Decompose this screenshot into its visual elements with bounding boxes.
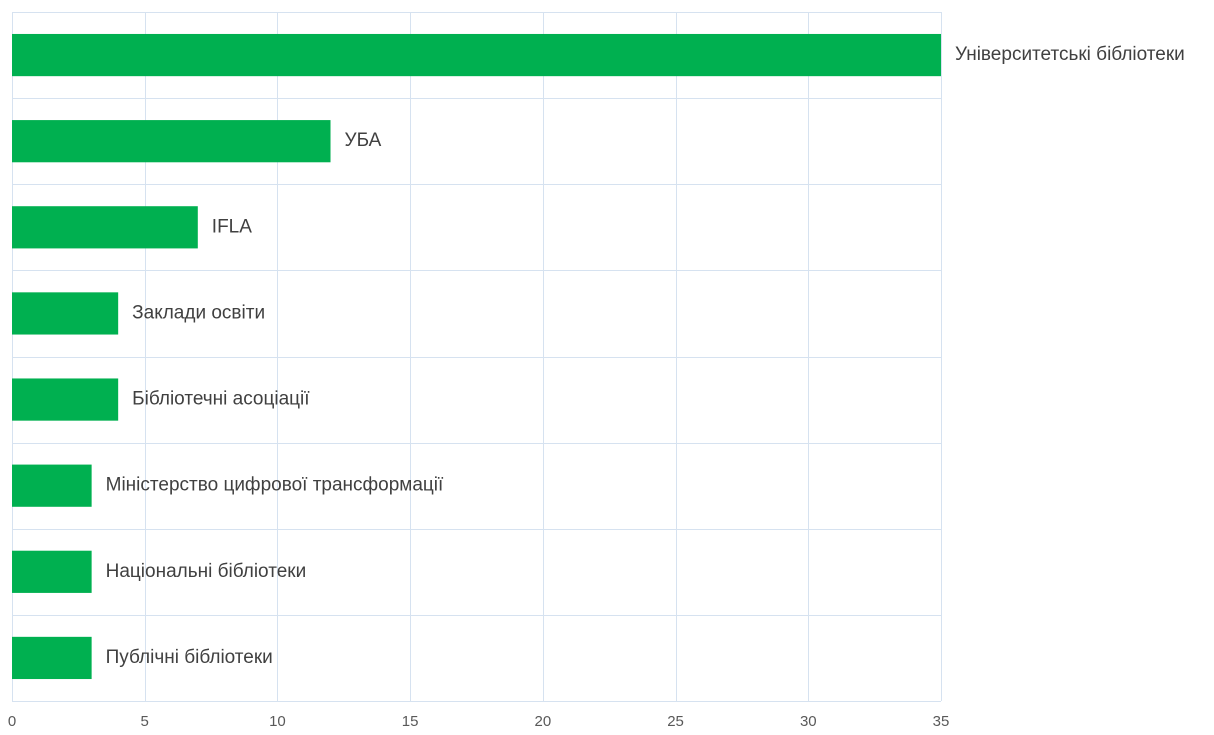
bar-label-5: Міністерство цифрової трансформації [106, 475, 444, 496]
x-tick-label-0: 0 [8, 713, 16, 730]
bar-4 [12, 378, 119, 421]
bar-0 [12, 33, 941, 77]
bars [12, 33, 941, 680]
x-axis-ticks: 0 5 10 15 20 25 30 35 [8, 713, 950, 730]
bar-label-0: Університетські бібліотеки [955, 44, 1185, 65]
x-tick-label-3: 15 [402, 713, 419, 730]
x-tick-label-1: 5 [141, 713, 149, 730]
bar-label-3: Заклади освіти [132, 302, 265, 323]
bar-7 [12, 636, 92, 680]
bar-6 [12, 550, 92, 593]
bar-5 [12, 464, 92, 507]
bar-3 [12, 292, 119, 335]
x-tick-label-4: 20 [535, 713, 552, 730]
bar-label-7: Публічні бібліотеки [106, 647, 273, 668]
x-tick-label-2: 10 [269, 713, 286, 730]
bar-labels: Університетські бібліотеки УБА IFLA Заклади… [106, 44, 1185, 668]
bar-label-1: УБА [345, 130, 382, 151]
bar-label-2: IFLA [212, 216, 252, 237]
gridlines [12, 12, 942, 702]
bar-label-4: Бібліотечні асоціації [132, 389, 310, 410]
x-tick-label-6: 30 [800, 713, 817, 730]
x-tick-label-7: 35 [933, 713, 950, 730]
bar-2 [12, 206, 198, 249]
x-tick-label-5: 25 [667, 713, 684, 730]
bar-label-6: Національні бібліотеки [106, 561, 307, 582]
bar-1 [12, 120, 331, 163]
